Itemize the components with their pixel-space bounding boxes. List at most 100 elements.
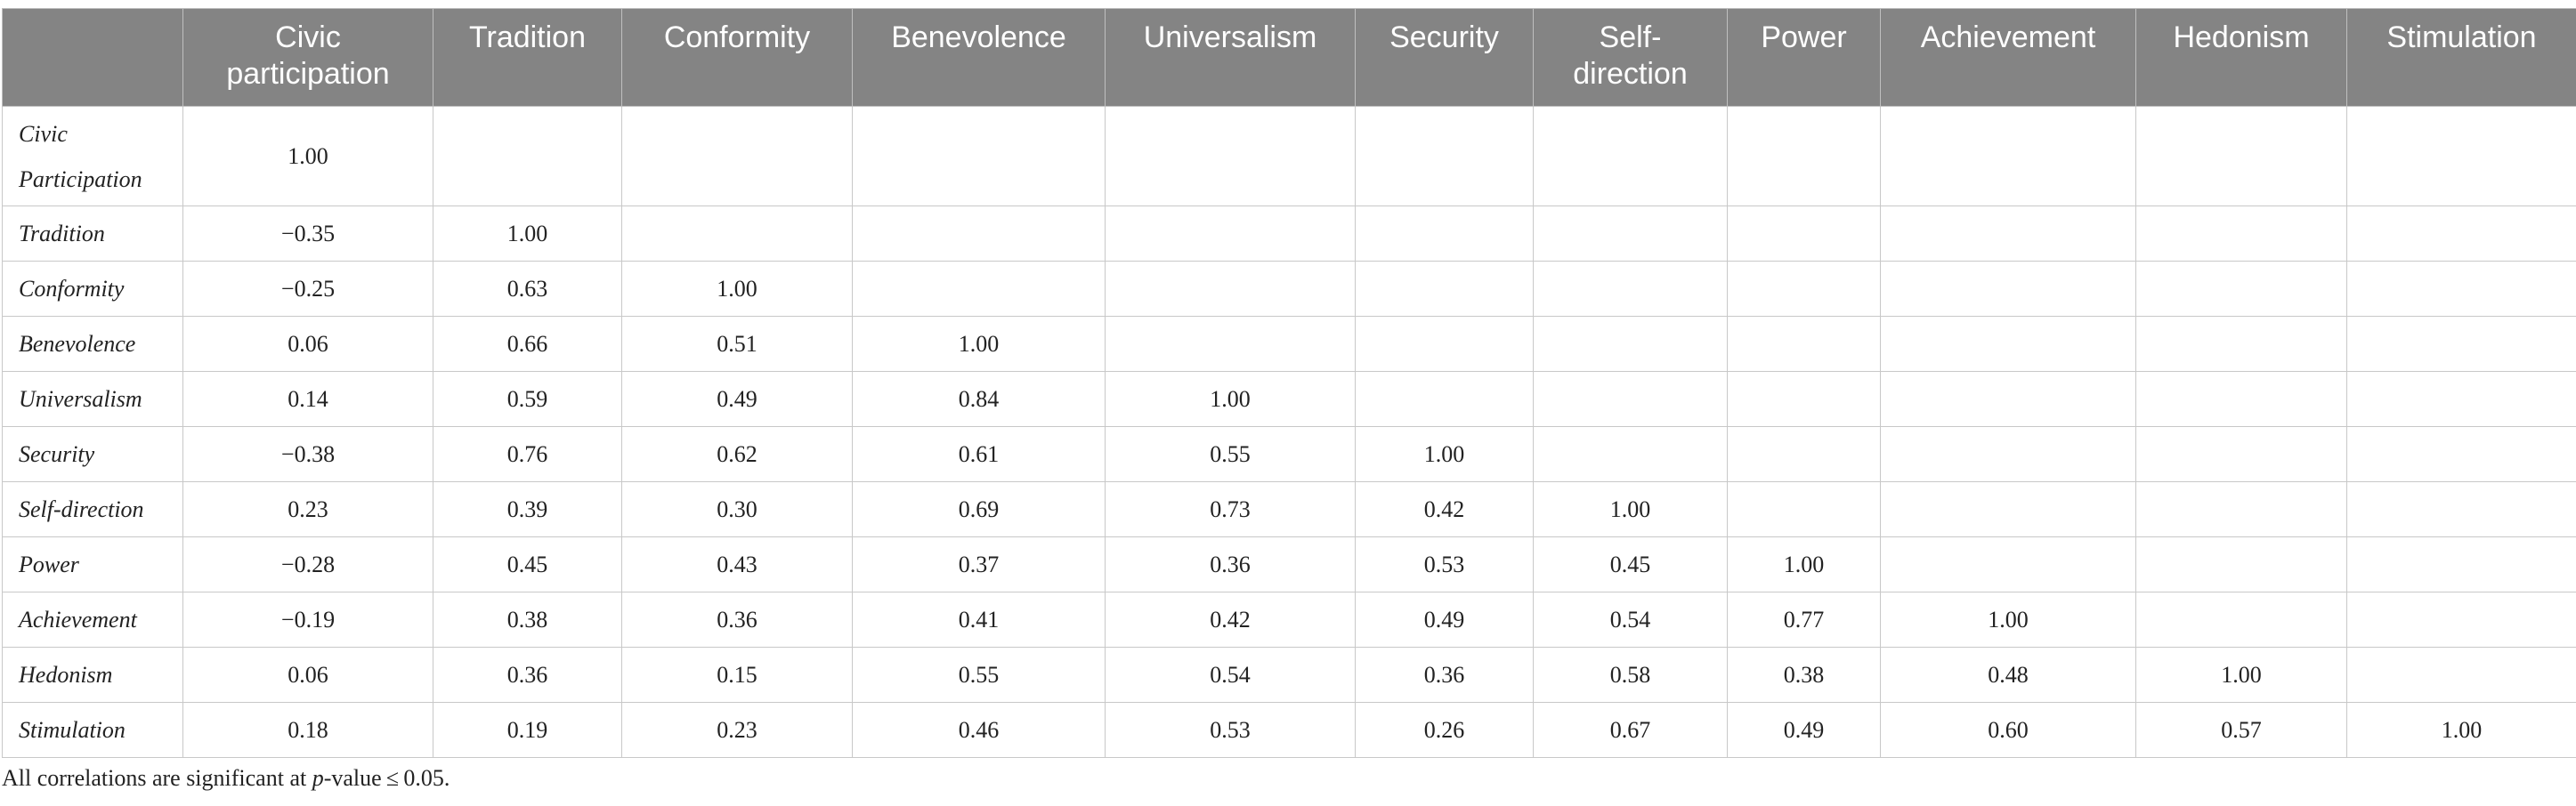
table-row: Universalism 0.14 0.59 0.49 0.84 1.00 — [2, 371, 2576, 427]
correlation-cell: 1.00 — [1727, 536, 1881, 592]
correlation-cell — [1533, 426, 1728, 482]
correlation-cell — [2346, 106, 2576, 206]
correlation-cell: 0.30 — [621, 481, 853, 537]
correlation-cell — [1533, 316, 1728, 372]
correlation-cell: 1.00 — [2135, 647, 2347, 703]
correlation-cell — [2346, 426, 2576, 482]
correlation-cell — [1727, 371, 1881, 427]
correlation-cell — [1355, 316, 1534, 372]
correlation-cell: 0.42 — [1355, 481, 1534, 537]
correlation-cell — [2135, 261, 2347, 317]
correlation-cell: 0.48 — [1880, 647, 2136, 703]
correlation-cell — [2135, 592, 2347, 648]
correlation-cell: −0.25 — [182, 261, 433, 317]
correlation-cell: 0.41 — [852, 592, 1106, 648]
table-row: Civic Participation 1.00 — [2, 106, 2576, 206]
correlation-cell: 0.19 — [433, 702, 622, 758]
correlation-cell — [621, 206, 853, 262]
row-label: Power — [2, 536, 183, 592]
correlation-cell: 1.00 — [182, 106, 433, 206]
column-header: Power — [1727, 8, 1881, 107]
correlation-cell: −0.28 — [182, 536, 433, 592]
column-header: Hedonism — [2135, 8, 2347, 107]
table-row: Self-direction 0.23 0.39 0.30 0.69 0.73 0.42 1.… — [2, 481, 2576, 537]
row-label: Conformity — [2, 261, 183, 317]
table-row: Security −0.38 0.76 0.62 0.61 0.55 1.00 — [2, 426, 2576, 482]
column-header: Civic participation — [182, 8, 433, 107]
correlation-cell: 0.49 — [1355, 592, 1534, 648]
header-row: Civic participation Tradition Conformity Be… — [2, 8, 2576, 107]
correlation-cell — [1727, 206, 1881, 262]
correlation-cell: 0.54 — [1105, 647, 1356, 703]
correlation-cell — [1533, 106, 1728, 206]
correlation-cell: 0.63 — [433, 261, 622, 317]
table-row: Hedonism 0.06 0.36 0.15 0.55 0.54 0.36 0.58 0.38… — [2, 647, 2576, 703]
correlation-cell — [1727, 481, 1881, 537]
correlation-cell: 0.53 — [1355, 536, 1534, 592]
correlation-cell — [2346, 206, 2576, 262]
correlation-cell — [2135, 481, 2347, 537]
correlation-cell: 0.57 — [2135, 702, 2347, 758]
correlation-cell: 0.51 — [621, 316, 853, 372]
correlation-cell — [852, 106, 1106, 206]
table-row: Stimulation 0.18 0.19 0.23 0.46 0.53 0.26 0.67 0… — [2, 702, 2576, 758]
correlation-cell: 0.23 — [621, 702, 853, 758]
footnote-text: All correlations are significant at — [2, 765, 312, 791]
correlation-cell: 0.18 — [182, 702, 433, 758]
correlation-cell — [1880, 371, 2136, 427]
correlation-cell: 0.53 — [1105, 702, 1356, 758]
correlation-cell: 0.46 — [852, 702, 1106, 758]
correlation-cell — [1105, 106, 1356, 206]
correlation-cell — [1533, 206, 1728, 262]
row-label: Tradition — [2, 206, 183, 262]
correlation-cell: 0.43 — [621, 536, 853, 592]
correlation-cell: 1.00 — [2346, 702, 2576, 758]
correlation-cell: 1.00 — [852, 316, 1106, 372]
correlation-cell: 0.37 — [852, 536, 1106, 592]
column-header: Stimulation — [2346, 8, 2576, 107]
correlation-cell — [621, 106, 853, 206]
correlation-cell: −0.35 — [182, 206, 433, 262]
correlation-cell: 0.76 — [433, 426, 622, 482]
correlation-cell: 0.58 — [1533, 647, 1728, 703]
correlation-cell — [1533, 261, 1728, 317]
table-row: Achievement −0.19 0.38 0.36 0.41 0.42 0.49 0.54… — [2, 592, 2576, 648]
correlation-cell — [2346, 592, 2576, 648]
correlation-cell: 0.73 — [1105, 481, 1356, 537]
correlation-cell: 0.23 — [182, 481, 433, 537]
correlation-cell — [1727, 316, 1881, 372]
correlation-cell — [433, 106, 622, 206]
correlation-cell — [2346, 481, 2576, 537]
correlation-cell: 0.36 — [1105, 536, 1356, 592]
correlation-cell: 0.59 — [433, 371, 622, 427]
correlation-cell — [1727, 261, 1881, 317]
correlation-cell — [1880, 261, 2136, 317]
correlation-cell — [1355, 106, 1534, 206]
column-header: Achievement — [1880, 8, 2136, 107]
row-label: Security — [2, 426, 183, 482]
table-row: Conformity −0.25 0.63 1.00 — [2, 261, 2576, 317]
column-header: Self-direction — [1533, 8, 1728, 107]
correlation-cell — [2135, 206, 2347, 262]
correlation-cell — [2346, 536, 2576, 592]
correlation-cell — [1533, 371, 1728, 427]
correlation-cell — [2346, 371, 2576, 427]
column-header: Security — [1355, 8, 1534, 107]
correlation-cell — [2346, 316, 2576, 372]
correlation-table: Civic participation Tradition Conformity Be… — [2, 8, 2576, 758]
table-row: Tradition −0.35 1.00 — [2, 206, 2576, 262]
correlation-cell: 0.49 — [1727, 702, 1881, 758]
correlation-cell — [2135, 316, 2347, 372]
header-corner-cell — [2, 8, 183, 107]
correlation-cell: −0.19 — [182, 592, 433, 648]
correlation-cell: 0.84 — [852, 371, 1106, 427]
correlation-cell — [2135, 371, 2347, 427]
correlation-cell: 1.00 — [1533, 481, 1728, 537]
correlation-cell — [1355, 261, 1534, 317]
correlation-cell: 0.62 — [621, 426, 853, 482]
row-label: Self-direction — [2, 481, 183, 537]
correlation-cell: 0.49 — [621, 371, 853, 427]
correlation-cell: 0.36 — [1355, 647, 1534, 703]
correlation-cell: 0.55 — [852, 647, 1106, 703]
correlation-cell — [1105, 316, 1356, 372]
